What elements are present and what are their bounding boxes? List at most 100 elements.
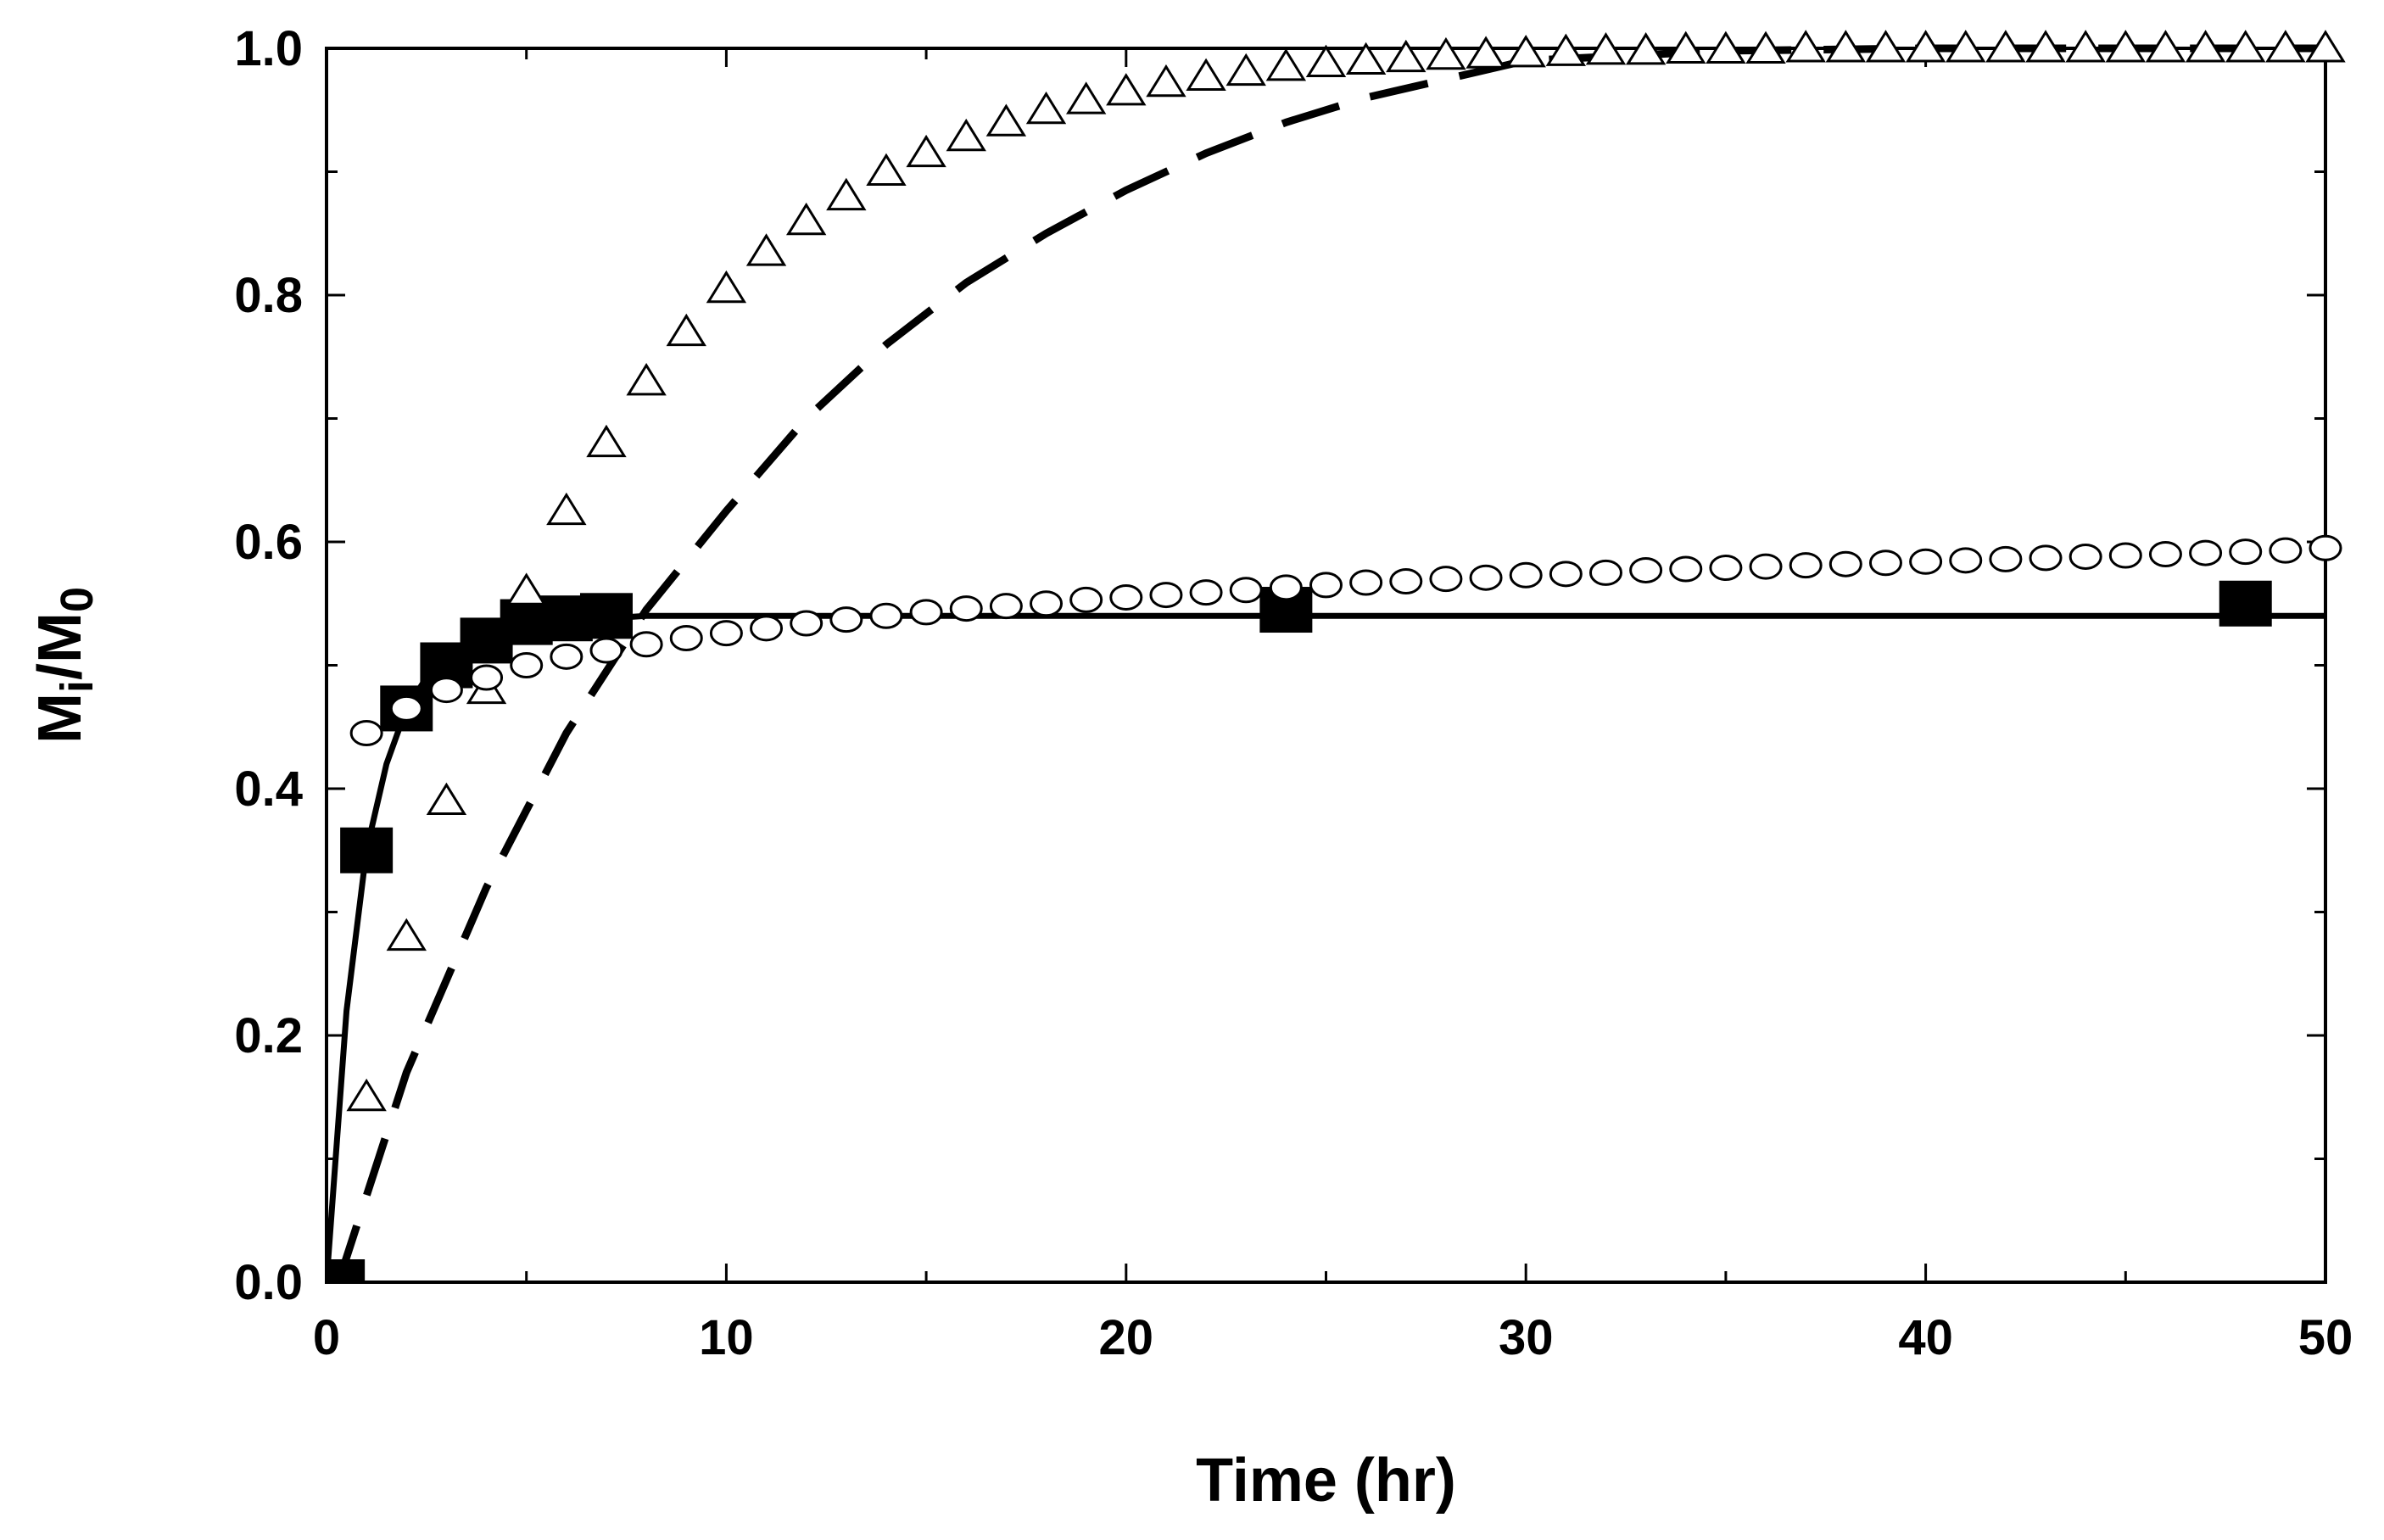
circle-marker [2029, 544, 2063, 572]
triangle-marker [1865, 30, 1907, 63]
triangle-marker [2305, 30, 2346, 63]
circle-marker [389, 695, 423, 722]
circle-marker [1828, 550, 1862, 578]
circle-marker [629, 631, 663, 658]
triangle-marker [506, 572, 547, 605]
circle-marker [790, 610, 824, 637]
circle-marker [470, 664, 504, 691]
triangle-marker [1905, 30, 1946, 63]
square-marker [340, 827, 394, 873]
circle-marker [1669, 555, 1703, 583]
circle-marker [2108, 542, 2142, 569]
triangle-marker [2225, 30, 2266, 63]
triangle-marker [626, 362, 667, 396]
circle-marker [1789, 552, 1823, 579]
plot-frame [325, 47, 2327, 1284]
circle-marker [2148, 541, 2182, 568]
triangle-marker [946, 118, 986, 152]
triangle-marker [1225, 53, 1266, 86]
triangle-marker [706, 270, 747, 304]
markers-layer [327, 30, 2346, 1282]
triangle-marker [1466, 36, 1506, 69]
circle-marker [1709, 555, 1743, 582]
circle-marker [1149, 582, 1183, 609]
circle-marker [669, 624, 703, 651]
circle-marker [1349, 569, 1383, 596]
triangle-marker [985, 103, 1027, 137]
x-axis-label: Time (hr) [1196, 1447, 1456, 1515]
circle-marker [1469, 564, 1503, 591]
x-tick-label: 0 [313, 1310, 340, 1365]
circle-marker [1069, 586, 1103, 613]
solid-fit-line [327, 612, 2325, 1282]
circle-marker [1949, 547, 1983, 574]
triangle-marker [1946, 30, 1986, 63]
y-tick-label: 0.0 [234, 1255, 303, 1310]
square-marker [579, 593, 633, 639]
triangle-marker [906, 134, 946, 168]
triangle-marker [1146, 64, 1186, 98]
circle-marker [1549, 561, 1583, 588]
triangle-marker [346, 1078, 387, 1112]
triangle-marker [1305, 44, 1347, 77]
circle-marker [949, 595, 983, 622]
circle-marker [349, 720, 383, 747]
circle-marker [1229, 577, 1263, 604]
circle-marker [1030, 590, 1064, 617]
circle-marker [1989, 545, 2023, 572]
y-tick-label: 0.6 [234, 515, 303, 570]
circle-marker [1109, 583, 1143, 611]
circle-marker [2309, 534, 2342, 561]
x-tick-label: 20 [1099, 1310, 1154, 1365]
y-tick-label: 1.0 [234, 21, 303, 76]
y-tick-label: 0.4 [234, 762, 303, 817]
triangle-marker [745, 233, 787, 266]
circle-marker [989, 593, 1023, 620]
triangle-marker [1505, 34, 1546, 68]
axes-layer [325, 47, 2327, 1284]
circle-marker [1629, 556, 1663, 583]
circle-marker [1749, 553, 1783, 580]
circle-marker [2229, 538, 2263, 566]
circle-marker [510, 652, 544, 678]
triangle-marker [2185, 30, 2226, 63]
triangle-marker [2105, 30, 2146, 63]
triangle-marker [1345, 42, 1387, 75]
x-tick-label: 10 [699, 1310, 754, 1365]
triangle-marker [1545, 33, 1587, 66]
circle-marker [1389, 568, 1423, 595]
x-tick-label: 50 [2298, 1310, 2353, 1365]
circle-marker [589, 637, 623, 664]
triangle-marker [1585, 32, 1627, 65]
triangle-marker [2065, 30, 2106, 63]
x-tick-label: 40 [1898, 1310, 1953, 1365]
circle-marker [2269, 537, 2303, 564]
circle-marker [1189, 579, 1223, 606]
triangle-marker [1666, 31, 1706, 64]
circle-marker [550, 643, 583, 670]
triangle-marker [1825, 30, 1867, 63]
triangle-marker [1706, 31, 1746, 64]
y-tick-label: 0.2 [234, 1008, 303, 1063]
circle-marker [709, 620, 743, 647]
triangle-marker [2265, 30, 2306, 63]
triangle-marker [666, 313, 706, 347]
triangle-marker [546, 492, 587, 526]
triangle-marker [826, 177, 867, 211]
circle-marker [1269, 574, 1303, 601]
triangle-marker [1386, 39, 1426, 73]
triangle-marker [386, 918, 427, 951]
circle-marker [750, 615, 784, 642]
triangle-marker [426, 782, 467, 816]
y-axis-label: Mi/M0 [26, 587, 103, 744]
circle-marker [2069, 543, 2102, 570]
triangle-marker [2145, 30, 2186, 63]
triangle-marker [1625, 32, 1667, 65]
circle-marker [829, 606, 863, 633]
circle-marker [1868, 550, 1902, 577]
circle-marker [909, 599, 943, 626]
labels-layer: 0.0 0.2 0.4 0.6 0.8 1.0 0 10 20 30 40 50 Time (hr) Mi… [26, 21, 2353, 1515]
circle-marker [1909, 548, 1943, 575]
